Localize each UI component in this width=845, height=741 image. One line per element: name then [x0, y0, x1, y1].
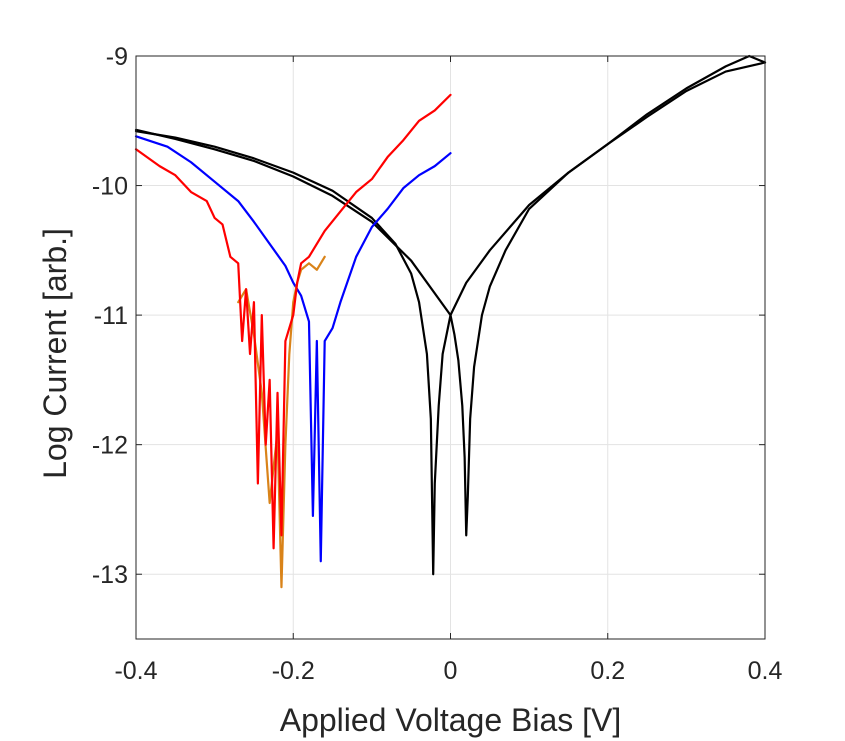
y-axis-label: Log Current [arb.]: [37, 228, 73, 479]
y-tick-label: -11: [94, 302, 128, 330]
series-line-3: [134, 135, 452, 563]
axes: [135, 55, 766, 640]
x-tick-label: 0.2: [590, 657, 625, 685]
series-layer: [134, 54, 767, 589]
y-tick-label: -13: [92, 561, 128, 589]
x-tick-label: -0.2: [272, 657, 315, 685]
y-tick-label: -10: [92, 173, 128, 201]
x-axis-label: Applied Voltage Bias [V]: [280, 702, 622, 738]
y-tick-label: -12: [92, 432, 128, 460]
x-tick-label: -0.4: [114, 657, 157, 685]
tick-labels: -0.4 -0.2 0 0.2 0.4 -13 -12 -11 -10 -9: [92, 43, 783, 685]
series-line-4: [237, 255, 326, 589]
series-line-2: [134, 54, 767, 537]
y-tick-label: -9: [106, 43, 128, 71]
x-tick-label: 0.4: [748, 657, 783, 685]
x-tick-label: 0: [444, 657, 458, 685]
series-line-5: [134, 93, 452, 550]
